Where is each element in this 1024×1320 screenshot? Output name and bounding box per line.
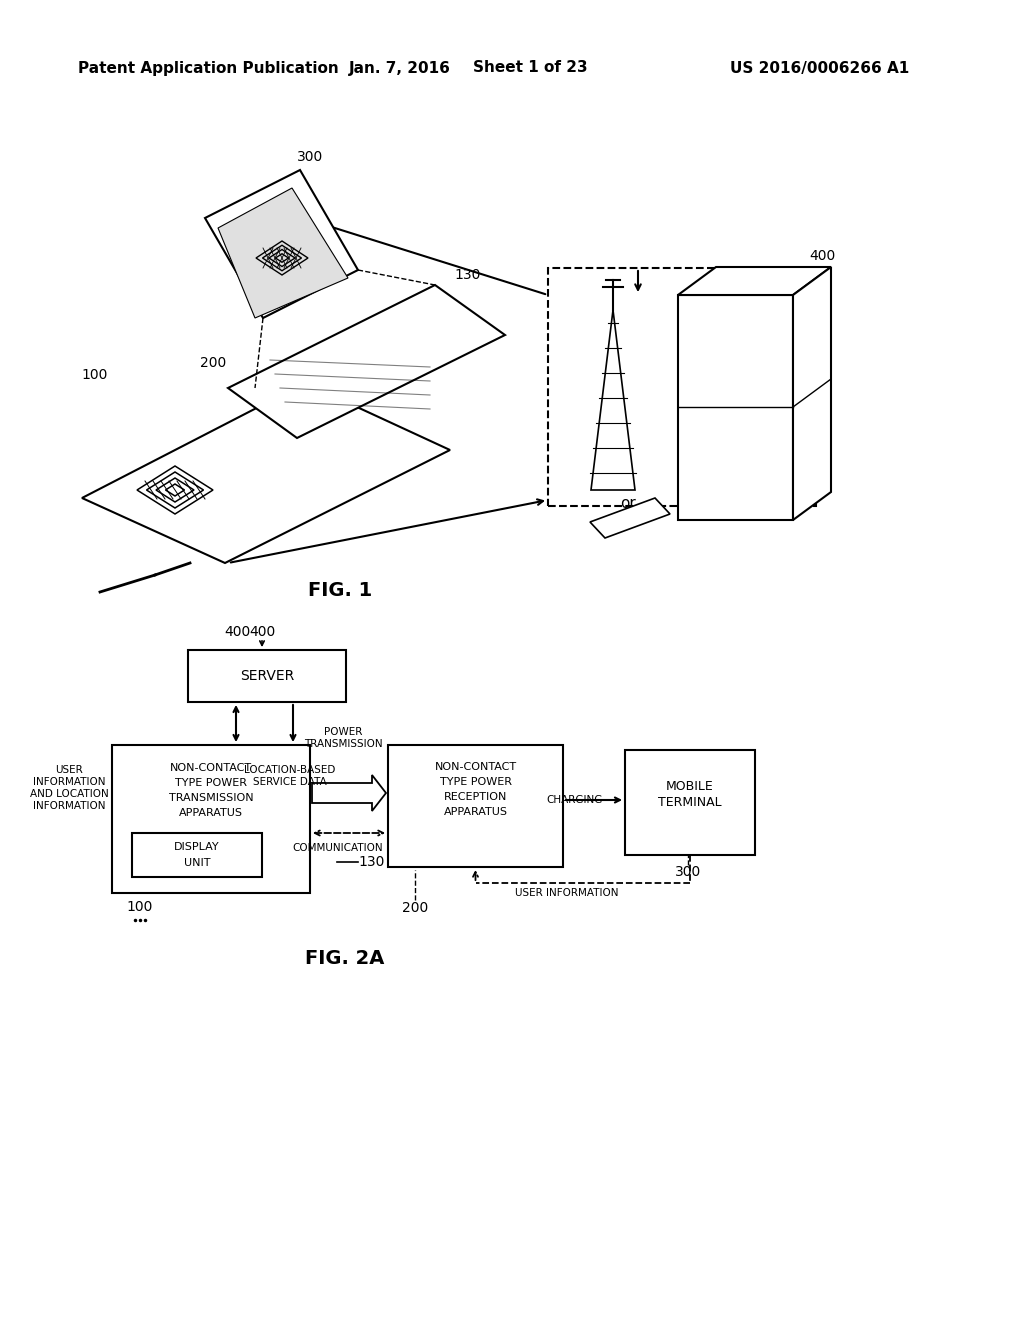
Text: 100: 100 bbox=[127, 900, 154, 913]
Text: TERMINAL: TERMINAL bbox=[658, 796, 722, 809]
Text: 400: 400 bbox=[249, 624, 275, 639]
Text: AND LOCATION: AND LOCATION bbox=[30, 789, 109, 799]
Polygon shape bbox=[590, 498, 670, 539]
Text: USER INFORMATION: USER INFORMATION bbox=[515, 888, 618, 898]
Text: TRANSMISSION: TRANSMISSION bbox=[169, 793, 253, 803]
Polygon shape bbox=[205, 170, 358, 318]
Polygon shape bbox=[591, 310, 635, 490]
Text: 100: 100 bbox=[82, 368, 109, 381]
Polygon shape bbox=[793, 267, 831, 520]
Text: TYPE POWER: TYPE POWER bbox=[439, 777, 512, 787]
Text: or: or bbox=[621, 495, 636, 511]
Text: 130: 130 bbox=[455, 268, 481, 282]
Bar bbox=[678, 294, 793, 520]
Text: FIG. 1: FIG. 1 bbox=[308, 581, 372, 599]
Bar bbox=[388, 744, 563, 867]
Text: 400: 400 bbox=[224, 624, 250, 639]
Bar bbox=[548, 268, 816, 506]
Text: Jan. 7, 2016: Jan. 7, 2016 bbox=[349, 61, 451, 75]
Text: DISPLAY: DISPLAY bbox=[174, 842, 220, 851]
Polygon shape bbox=[228, 285, 505, 438]
Text: CHARGING: CHARGING bbox=[547, 795, 603, 805]
Text: INFORMATION: INFORMATION bbox=[33, 801, 105, 810]
Text: POWER: POWER bbox=[324, 727, 362, 737]
Text: NON-CONTACT: NON-CONTACT bbox=[434, 762, 516, 772]
Polygon shape bbox=[218, 187, 348, 318]
Text: TRANSMISSION: TRANSMISSION bbox=[304, 739, 382, 748]
Bar bbox=[625, 750, 755, 855]
Text: USER: USER bbox=[55, 766, 83, 775]
Text: 300: 300 bbox=[675, 865, 701, 879]
Polygon shape bbox=[82, 383, 450, 564]
Text: SERVICE DATA: SERVICE DATA bbox=[253, 777, 327, 787]
Text: MOBILE: MOBILE bbox=[667, 780, 714, 792]
Bar bbox=[188, 649, 346, 702]
Text: US 2016/0006266 A1: US 2016/0006266 A1 bbox=[730, 61, 909, 75]
Polygon shape bbox=[312, 775, 386, 810]
Text: 400: 400 bbox=[809, 249, 836, 263]
Text: RECEPTION: RECEPTION bbox=[443, 792, 507, 803]
Text: LOCATION-BASED: LOCATION-BASED bbox=[245, 766, 336, 775]
Text: APPARATUS: APPARATUS bbox=[443, 807, 508, 817]
Text: SERVER: SERVER bbox=[240, 669, 294, 682]
Text: Patent Application Publication: Patent Application Publication bbox=[78, 61, 339, 75]
Polygon shape bbox=[678, 267, 831, 294]
Text: 200: 200 bbox=[401, 902, 428, 915]
Bar bbox=[112, 744, 310, 894]
Text: 200: 200 bbox=[200, 356, 226, 370]
Text: UNIT: UNIT bbox=[183, 858, 210, 869]
Bar bbox=[132, 833, 262, 876]
Text: 130: 130 bbox=[358, 855, 384, 869]
Text: NON-CONTACT: NON-CONTACT bbox=[170, 763, 252, 774]
Text: 300: 300 bbox=[297, 150, 324, 164]
Text: INFORMATION: INFORMATION bbox=[33, 777, 105, 787]
Text: FIG. 2A: FIG. 2A bbox=[305, 949, 385, 968]
Text: Sheet 1 of 23: Sheet 1 of 23 bbox=[473, 61, 588, 75]
Text: COMMUNICATION: COMMUNICATION bbox=[293, 843, 383, 853]
Text: TYPE POWER: TYPE POWER bbox=[175, 777, 247, 788]
Text: APPARATUS: APPARATUS bbox=[179, 808, 243, 818]
